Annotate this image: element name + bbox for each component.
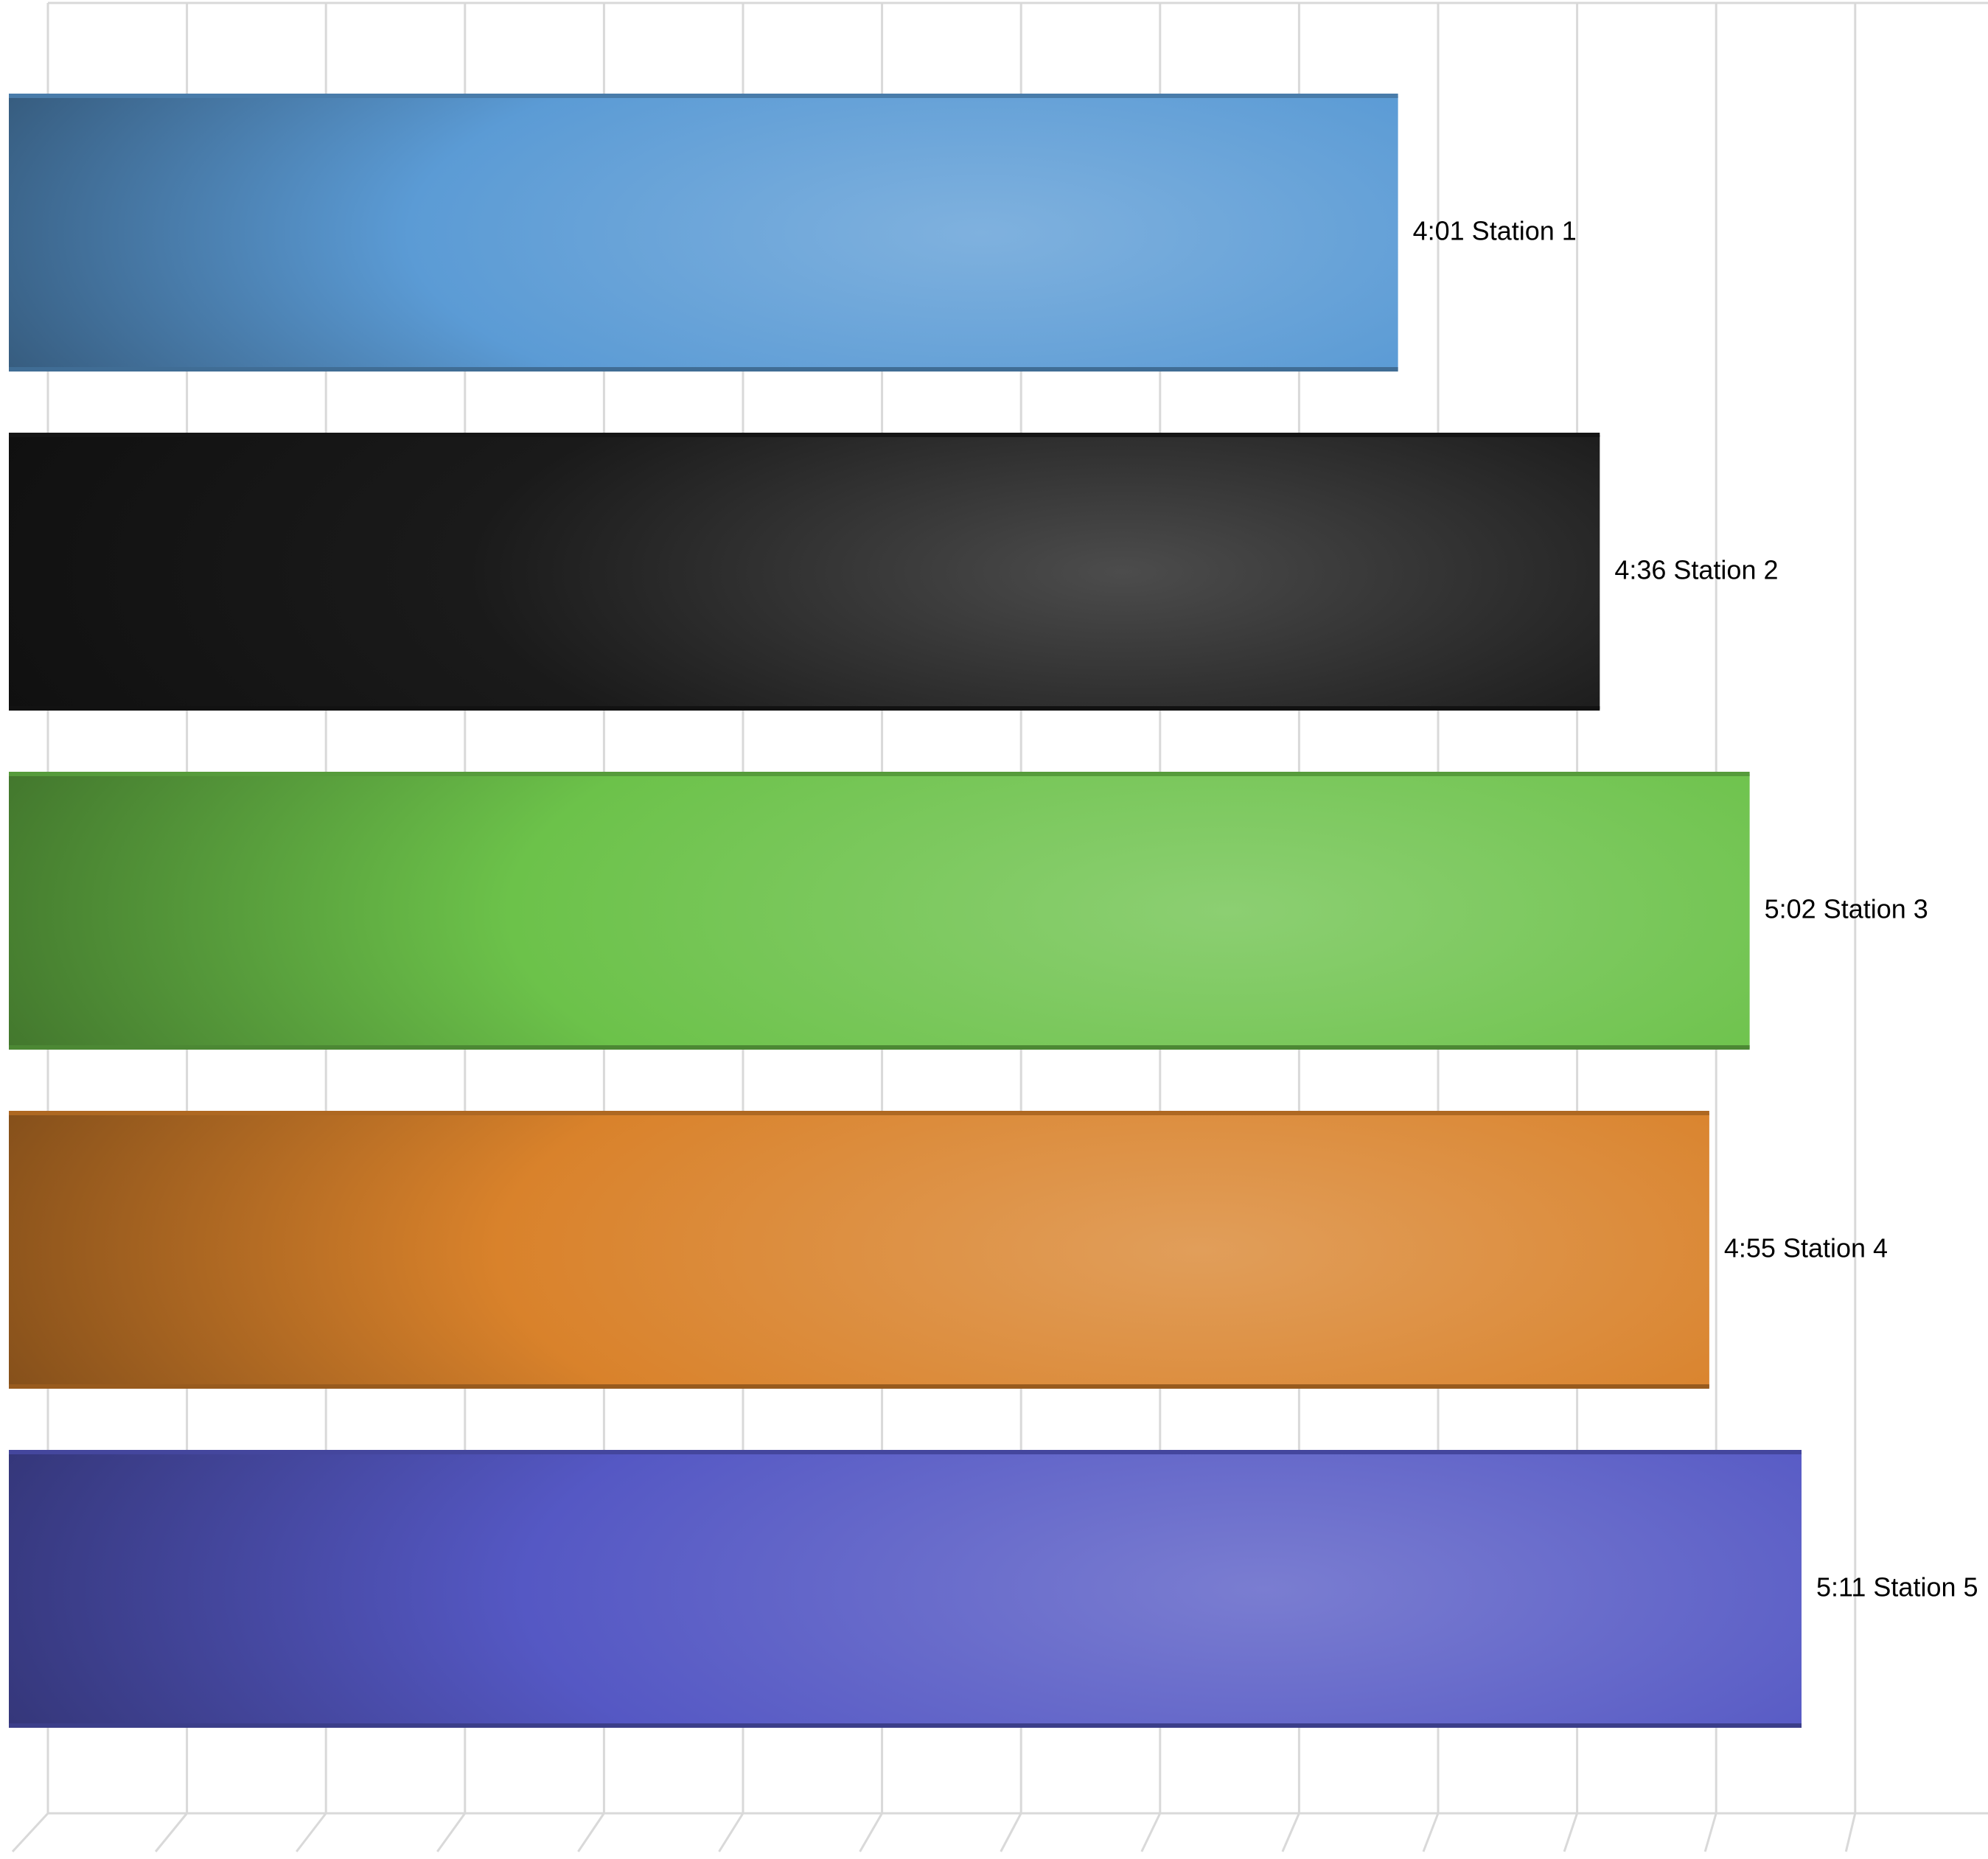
bar-bottom-face — [9, 1045, 1750, 1050]
bar-station-4 — [9, 1113, 1709, 1387]
bar-data-label: 5:11 Station 5 — [1816, 1572, 1978, 1602]
bar-station-3 — [9, 774, 1750, 1048]
floor-gridline — [1422, 1813, 1440, 1852]
bar-group — [9, 94, 1398, 372]
bar-data-label: 4:01 Station 1 — [1413, 216, 1577, 246]
floor-gridline — [1563, 1813, 1579, 1852]
floor-gridline — [1140, 1813, 1162, 1852]
bar-group — [9, 1111, 1709, 1389]
bar-top-face — [9, 1111, 1709, 1115]
bar-top-face — [9, 772, 1750, 776]
floor-gridline — [577, 1813, 605, 1852]
floor-gridline — [1281, 1813, 1300, 1852]
bar-station-2 — [9, 435, 1600, 709]
bar-bottom-face — [9, 367, 1398, 372]
bar-group — [9, 433, 1600, 711]
bar-bottom-face — [9, 706, 1600, 711]
bar-station-5 — [9, 1452, 1802, 1726]
data-labels: 4:01 Station 1 4:36 Station 2 5:02 Station… — [1413, 216, 1978, 1602]
bar-bottom-face — [9, 1384, 1709, 1389]
floor-gridline — [718, 1813, 744, 1852]
bar-top-face — [9, 94, 1398, 98]
bar-top-face — [9, 433, 1600, 437]
floor-gridline — [436, 1813, 467, 1852]
bar-data-label: 4:36 Station 2 — [1614, 555, 1778, 585]
floor-gridline — [154, 1813, 188, 1852]
bar-group — [9, 1450, 1802, 1728]
floor-gridline — [1844, 1813, 1857, 1852]
bar-group — [9, 772, 1750, 1050]
bar-station-1 — [9, 96, 1398, 370]
floor-gridline — [296, 1813, 327, 1852]
floor-gridline — [859, 1813, 883, 1852]
bars — [9, 94, 1802, 1728]
floor-gridline — [1000, 1813, 1022, 1852]
floor-gridline — [1703, 1813, 1717, 1852]
bar-top-face — [9, 1450, 1802, 1454]
bar-data-label: 5:02 Station 3 — [1765, 894, 1928, 924]
bar-data-label: 4:55 Station 4 — [1724, 1233, 1888, 1263]
bar-bottom-face — [9, 1723, 1802, 1728]
floor-gridline — [11, 1812, 49, 1853]
